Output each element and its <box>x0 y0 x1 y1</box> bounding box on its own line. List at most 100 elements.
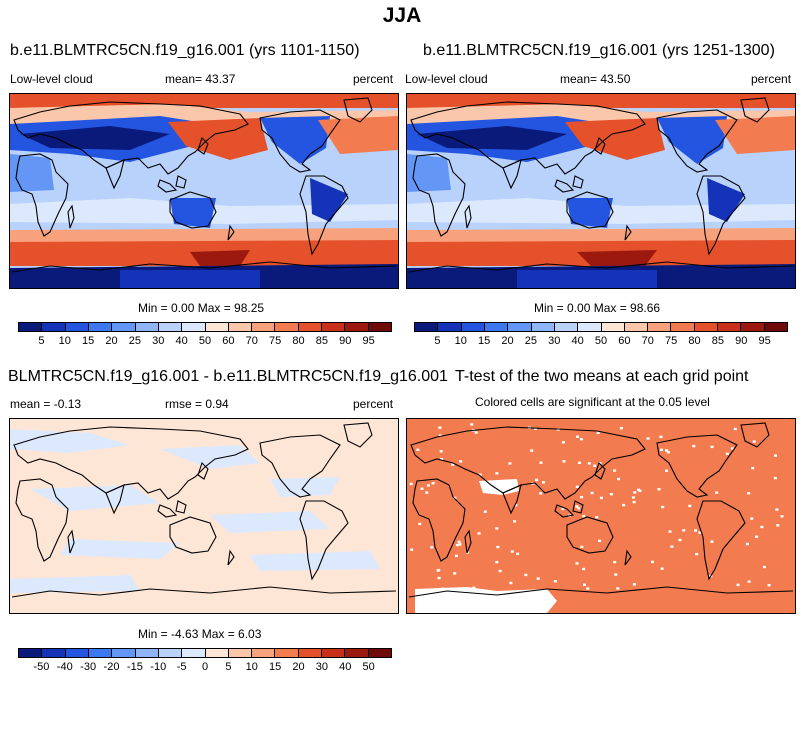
panel3-colorbar-swatch-7 <box>182 649 206 657</box>
panel3-colorbar-tick-label: -10 <box>150 661 167 673</box>
panel3-colorbar-swatch-10 <box>252 649 276 657</box>
panel1-colorbar-tick-label: 5 <box>38 335 45 347</box>
panel3-colorbar-swatch-5 <box>135 649 159 657</box>
panel2-colorbar-tick-label: 30 <box>548 335 561 347</box>
panel1-colorbar-tick-label: 30 <box>152 335 165 347</box>
panel4-title: T-test of the two means at each grid poi… <box>455 368 749 385</box>
panel3-colorbar-tick-label: -5 <box>176 661 187 673</box>
panel2-colorbar-swatch-4 <box>508 323 532 331</box>
panel3-colorbar-tick-label: -30 <box>80 661 97 673</box>
panel3-colorbar-swatch-13 <box>322 649 346 657</box>
panel1-colorbar-tick-label: 15 <box>82 335 95 347</box>
panel1-colorbar-tick-label: 40 <box>175 335 188 347</box>
panel1-colorbar-swatch-1 <box>42 323 66 331</box>
panel1-map <box>9 93 399 289</box>
panel2-colorbar-tick-label: 5 <box>434 335 441 347</box>
panel1-colorbar-swatch-9 <box>228 323 253 331</box>
panel3-colorbar-ticks: -50 -40 -30 -20 -15 -10 -5 0 5 10 15 20 30 40 50 <box>18 661 392 675</box>
panel4-subtitle: Colored cells are significant at the 0.0… <box>475 395 710 409</box>
panel1-colorbar-swatch-4 <box>112 323 136 331</box>
panel3-minmax: Min = -4.63 Max = 6.03 <box>138 627 262 641</box>
panel3-title: BLMTRC5CN.f19_g16.001 - b.e11.BLMTRC5CN.… <box>8 368 448 385</box>
panel1-colorbar <box>18 322 392 332</box>
panel1-colorbar-tick-label: 50 <box>198 335 212 347</box>
panel3-colorbar-swatch-8 <box>205 649 229 657</box>
panel3-colorbar-swatch-1 <box>42 649 66 657</box>
panel1-colorbar-tick-label: 95 <box>362 335 375 347</box>
panel3-colorbar-swatch-6 <box>158 649 183 657</box>
panel2-colorbar-swatch-7 <box>578 323 602 331</box>
panel2-colorbar-ticks: 5 10 15 20 25 30 40 50 60 70 75 80 85 90 95 <box>414 335 788 349</box>
panel3-colorbar-swatch-12 <box>298 649 323 657</box>
panel3-colorbar-swatch-9 <box>228 649 253 657</box>
panel3-colorbar-tick-label: 0 <box>201 661 209 673</box>
panel3-colorbar-tick-label: 5 <box>225 661 232 673</box>
panel1-colorbar-tick-label: 25 <box>128 335 141 347</box>
figure-title: JJA <box>382 4 422 27</box>
panel1-colorbar-swatch-14 <box>345 323 369 331</box>
panel2-map <box>406 93 796 289</box>
panel1-colorbar-swatch-5 <box>135 323 159 331</box>
panel3-colorbar-tick-label: 50 <box>362 661 375 673</box>
panel3-colorbar-tick-label: 10 <box>245 661 258 673</box>
panel2-colorbar-tick-label: 10 <box>454 335 467 347</box>
panel3-colorbar-tick-label: -20 <box>103 661 120 673</box>
panel1-colorbar-tick-label: 90 <box>339 335 352 347</box>
panel2-colorbar-swatch-2 <box>461 323 485 331</box>
panel1-units-label: percent <box>353 72 394 86</box>
panel3-colorbar-swatch-15 <box>368 649 391 657</box>
panel2-colorbar-tick-label: 40 <box>571 335 584 347</box>
panel1-colorbar-swatch-8 <box>205 323 229 331</box>
panel3-units-label: percent <box>353 397 394 411</box>
panel3-colorbar-swatch-2 <box>65 649 89 657</box>
panel1-colorbar-tick-label: 70 <box>245 335 258 347</box>
panel1-colorbar-swatch-7 <box>182 323 206 331</box>
panel2-colorbar-swatch-6 <box>554 323 579 331</box>
panel1-variable-label: Low-level cloud <box>10 72 93 86</box>
panel1-colorbar-tick-label: 20 <box>105 335 118 347</box>
panel2-colorbar-swatch-15 <box>764 323 787 331</box>
panel2-colorbar-swatch-14 <box>741 323 765 331</box>
panel2-colorbar-tick-label: 85 <box>711 335 724 347</box>
panel2-colorbar-tick-label: 90 <box>735 335 748 347</box>
panel3-colorbar-tick-label: 15 <box>269 661 282 673</box>
panel1-colorbar-swatch-15 <box>368 323 391 331</box>
panel1-colorbar-tick-label: 10 <box>58 335 71 347</box>
panel3-mean-label: mean = -0.13 <box>10 397 82 411</box>
panel2-colorbar-tick-label: 20 <box>501 335 514 347</box>
panel2-colorbar <box>414 322 788 332</box>
panel1-colorbar-swatch-0 <box>19 323 43 331</box>
panel2-units-label: percent <box>751 72 792 86</box>
panel3-colorbar-tick-label: 40 <box>339 661 352 673</box>
panel2-colorbar-tick-label: 75 <box>665 335 678 347</box>
panel2-mean-label: mean= 43.50 <box>560 72 631 86</box>
panel2-colorbar-swatch-13 <box>718 323 742 331</box>
panel2-colorbar-tick-label: 50 <box>594 335 608 347</box>
panel1-title: b.e11.BLMTRC5CN.f19_g16.001 (yrs 1101-11… <box>10 42 360 59</box>
panel1-colorbar-swatch-10 <box>252 323 276 331</box>
panel3-colorbar-swatch-11 <box>275 649 299 657</box>
panel2-colorbar-swatch-1 <box>438 323 462 331</box>
panel3-colorbar <box>18 648 392 658</box>
panel1-colorbar-swatch-3 <box>88 323 113 331</box>
panel1-colorbar-swatch-13 <box>322 323 346 331</box>
panel3-colorbar-tick-label: 20 <box>292 661 305 673</box>
panel4-map <box>406 418 796 614</box>
panel2-colorbar-swatch-0 <box>415 323 439 331</box>
panel3-colorbar-tick-label: -40 <box>56 661 73 673</box>
panel3-colorbar-swatch-3 <box>88 649 113 657</box>
panel3-colorbar-tick-label: -50 <box>33 661 50 673</box>
panel2-colorbar-tick-label: 60 <box>618 335 631 347</box>
panel3-map <box>9 418 399 614</box>
panel3-colorbar-tick-label: -15 <box>126 661 143 673</box>
panel2-colorbar-swatch-5 <box>531 323 555 331</box>
panel2-colorbar-swatch-9 <box>624 323 649 331</box>
panel2-colorbar-swatch-11 <box>671 323 695 331</box>
panel2-minmax: Min = 0.00 Max = 98.66 <box>534 301 661 315</box>
panel2-colorbar-swatch-3 <box>484 323 509 331</box>
panel3-rmse-label: rmse = 0.94 <box>165 397 229 411</box>
panel3-colorbar-swatch-4 <box>112 649 136 657</box>
panel2-colorbar-swatch-12 <box>694 323 719 331</box>
panel2-colorbar-tick-label: 70 <box>641 335 654 347</box>
panel3-colorbar-swatch-0 <box>19 649 43 657</box>
